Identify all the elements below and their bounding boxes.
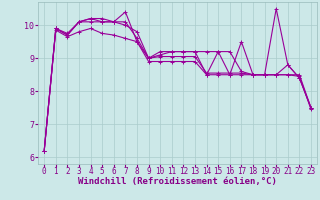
- X-axis label: Windchill (Refroidissement éolien,°C): Windchill (Refroidissement éolien,°C): [78, 177, 277, 186]
